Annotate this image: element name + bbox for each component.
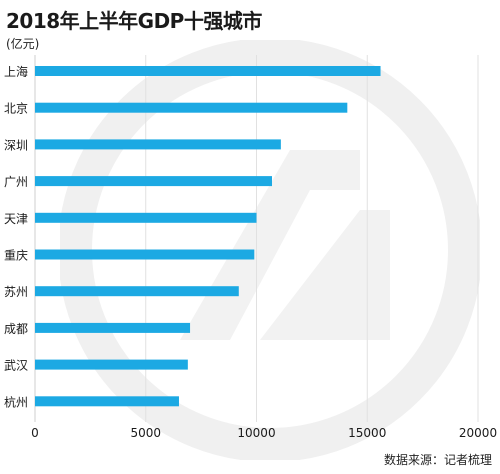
bar	[35, 139, 281, 150]
bar	[35, 286, 239, 297]
category-label: 杭州	[4, 394, 28, 409]
x-tick-label: 15000	[348, 426, 386, 440]
category-label: 上海	[4, 64, 28, 79]
bar	[35, 322, 191, 333]
bar	[35, 249, 255, 260]
bar	[35, 66, 381, 76]
x-tick-label: 10000	[237, 426, 275, 440]
category-label: 天津	[4, 212, 28, 226]
bar	[35, 396, 179, 407]
category-label: 武汉	[4, 359, 28, 373]
category-label: 成都	[4, 322, 28, 336]
bar	[35, 212, 257, 223]
category-label: 深圳	[4, 138, 28, 152]
source-note: 数据来源：记者梳理	[383, 453, 492, 467]
category-label: 苏州	[4, 285, 28, 299]
x-tick-label: 20000	[459, 426, 497, 440]
chart-title: 2018年上半年GDP十强城市	[6, 9, 262, 33]
category-label: 重庆	[4, 249, 28, 263]
x-tick-label: 5000	[130, 426, 161, 440]
bar	[35, 176, 273, 187]
x-tick-label: 0	[31, 426, 39, 440]
category-label: 北京	[4, 102, 28, 116]
unit-label: (亿元)	[6, 37, 40, 51]
bar	[35, 102, 348, 113]
bar	[35, 359, 188, 370]
category-label: 广州	[4, 175, 28, 189]
